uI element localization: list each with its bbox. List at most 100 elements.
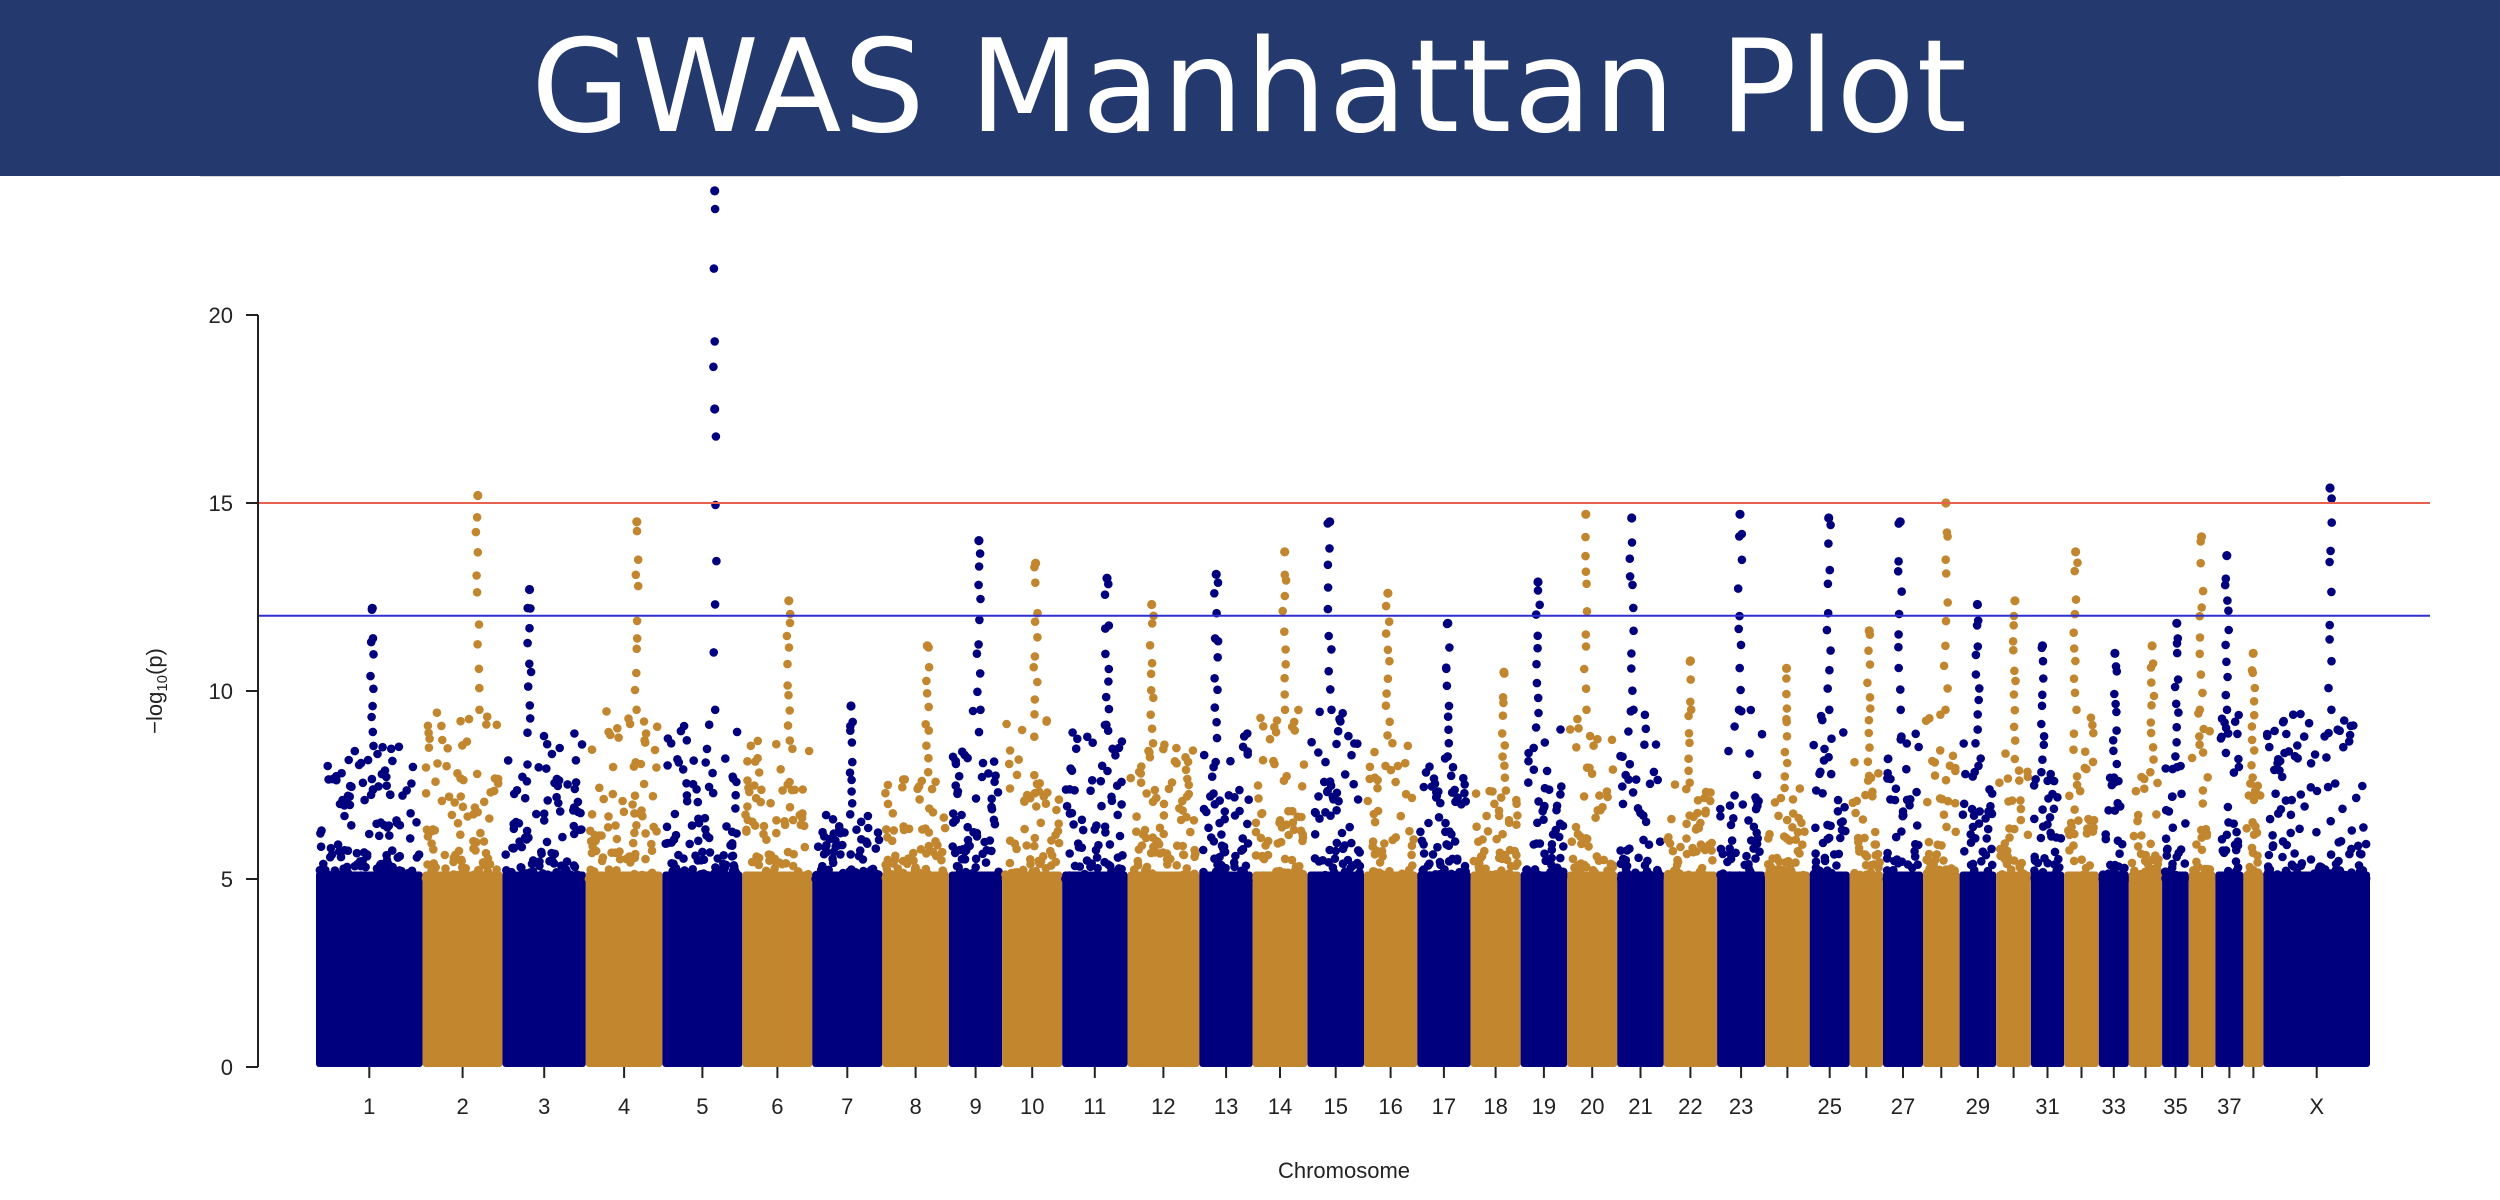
snp-point — [2330, 779, 2340, 788]
snp-point — [1865, 743, 1874, 752]
snp-point — [1866, 773, 1876, 783]
snp-point — [625, 719, 635, 729]
snp-point — [610, 848, 620, 857]
x-tick-label-3: 3 — [538, 1094, 550, 1119]
snp-point — [1975, 684, 1984, 693]
snp-point — [900, 775, 910, 784]
snp-point — [618, 796, 627, 806]
snp-point — [1811, 863, 1821, 873]
snp-point — [679, 721, 689, 731]
snp-point — [2170, 874, 2180, 884]
snp-point — [1498, 752, 1507, 761]
chromosome-points-19 — [1520, 577, 1569, 1067]
snp-point — [1573, 714, 1582, 724]
snp-point — [1973, 642, 1983, 651]
snp-point — [632, 634, 642, 643]
snp-point — [1589, 741, 1598, 750]
snp-point — [1668, 846, 1678, 856]
snp-point — [1951, 827, 1960, 837]
snp-point — [1101, 828, 1110, 837]
snp-point — [1217, 830, 1226, 839]
snp-point — [685, 839, 694, 849]
snp-point — [1446, 771, 1456, 781]
snp-point — [454, 846, 464, 856]
x-tick-label-29: 29 — [1966, 1094, 1990, 1119]
snp-point — [421, 763, 431, 772]
snp-point — [1556, 725, 1565, 734]
snp-point — [1054, 819, 1063, 828]
x-tick-label-17: 17 — [1432, 1094, 1456, 1119]
snp-point — [1686, 675, 1695, 684]
snp-point — [1628, 580, 1637, 590]
snp-point — [414, 850, 424, 859]
snp-point — [1500, 741, 1510, 750]
snp-point — [2039, 740, 2049, 750]
x-tick-label-11: 11 — [1083, 1094, 1106, 1119]
chromosome-band-7 — [812, 871, 883, 1067]
snp-point — [1673, 857, 1683, 867]
snp-point — [1385, 656, 1394, 666]
snp-point — [476, 828, 485, 838]
snp-point — [1838, 817, 1847, 826]
peak-point-22 — [1685, 656, 1695, 666]
snp-point — [1581, 532, 1590, 542]
snp-point — [456, 830, 465, 839]
snp-point — [1684, 729, 1694, 738]
snp-point — [1053, 826, 1063, 836]
snp-point — [1106, 873, 1115, 883]
snp-point — [1905, 801, 1914, 810]
snp-point — [1781, 858, 1790, 867]
snp-point — [1104, 704, 1114, 714]
snp-point — [828, 858, 838, 868]
y-axis-label: −log10(p) — [142, 648, 171, 734]
snp-point — [1172, 743, 1181, 753]
snp-point — [340, 801, 349, 810]
snp-point — [2344, 737, 2354, 746]
snp-point — [663, 761, 672, 770]
chromosome-band-36 — [2188, 871, 2216, 1067]
x-tick-label-4: 4 — [618, 1094, 630, 1119]
snp-point — [2153, 778, 2162, 788]
snp-point — [1030, 732, 1039, 741]
snp-point — [1897, 733, 1906, 743]
snp-point — [469, 844, 478, 853]
snp-point — [1535, 600, 1544, 610]
snp-point — [604, 865, 614, 874]
chromosome-band-23 — [1717, 871, 1766, 1067]
snp-point — [783, 681, 792, 690]
snp-point — [1251, 818, 1261, 828]
snp-point — [940, 823, 950, 833]
snp-point — [2038, 656, 2048, 666]
snp-point — [1863, 757, 1873, 766]
snp-point — [1818, 789, 1827, 798]
snp-point — [1479, 874, 1488, 884]
snp-point — [571, 756, 581, 765]
chromosome-points-32 — [2064, 547, 2099, 1067]
snp-point — [1114, 743, 1124, 753]
peak-point-30 — [2010, 596, 2020, 606]
snp-point — [2198, 748, 2208, 757]
snp-point — [1791, 858, 1800, 867]
snp-point — [639, 779, 649, 789]
snp-point — [709, 648, 718, 657]
snp-point — [2286, 810, 2296, 820]
snp-point — [1349, 779, 1358, 789]
snp-point — [846, 850, 855, 859]
snp-point — [1138, 830, 1148, 839]
snp-point — [1716, 812, 1725, 821]
snp-point — [1742, 851, 1751, 861]
snp-point — [2011, 676, 2020, 686]
chromosome-points-3 — [501, 584, 587, 1067]
snp-point — [2195, 649, 2204, 659]
snp-point — [1825, 665, 1834, 675]
snp-point — [2270, 726, 2279, 736]
snp-point — [2282, 868, 2292, 877]
snp-point — [1693, 796, 1703, 805]
snp-point — [2295, 824, 2304, 834]
snp-point — [377, 769, 387, 779]
snp-point — [1966, 838, 1976, 847]
snp-point — [1295, 861, 1304, 871]
snp-point — [2276, 874, 2286, 883]
snp-point — [1199, 804, 1209, 814]
snp-point — [2005, 833, 2014, 842]
